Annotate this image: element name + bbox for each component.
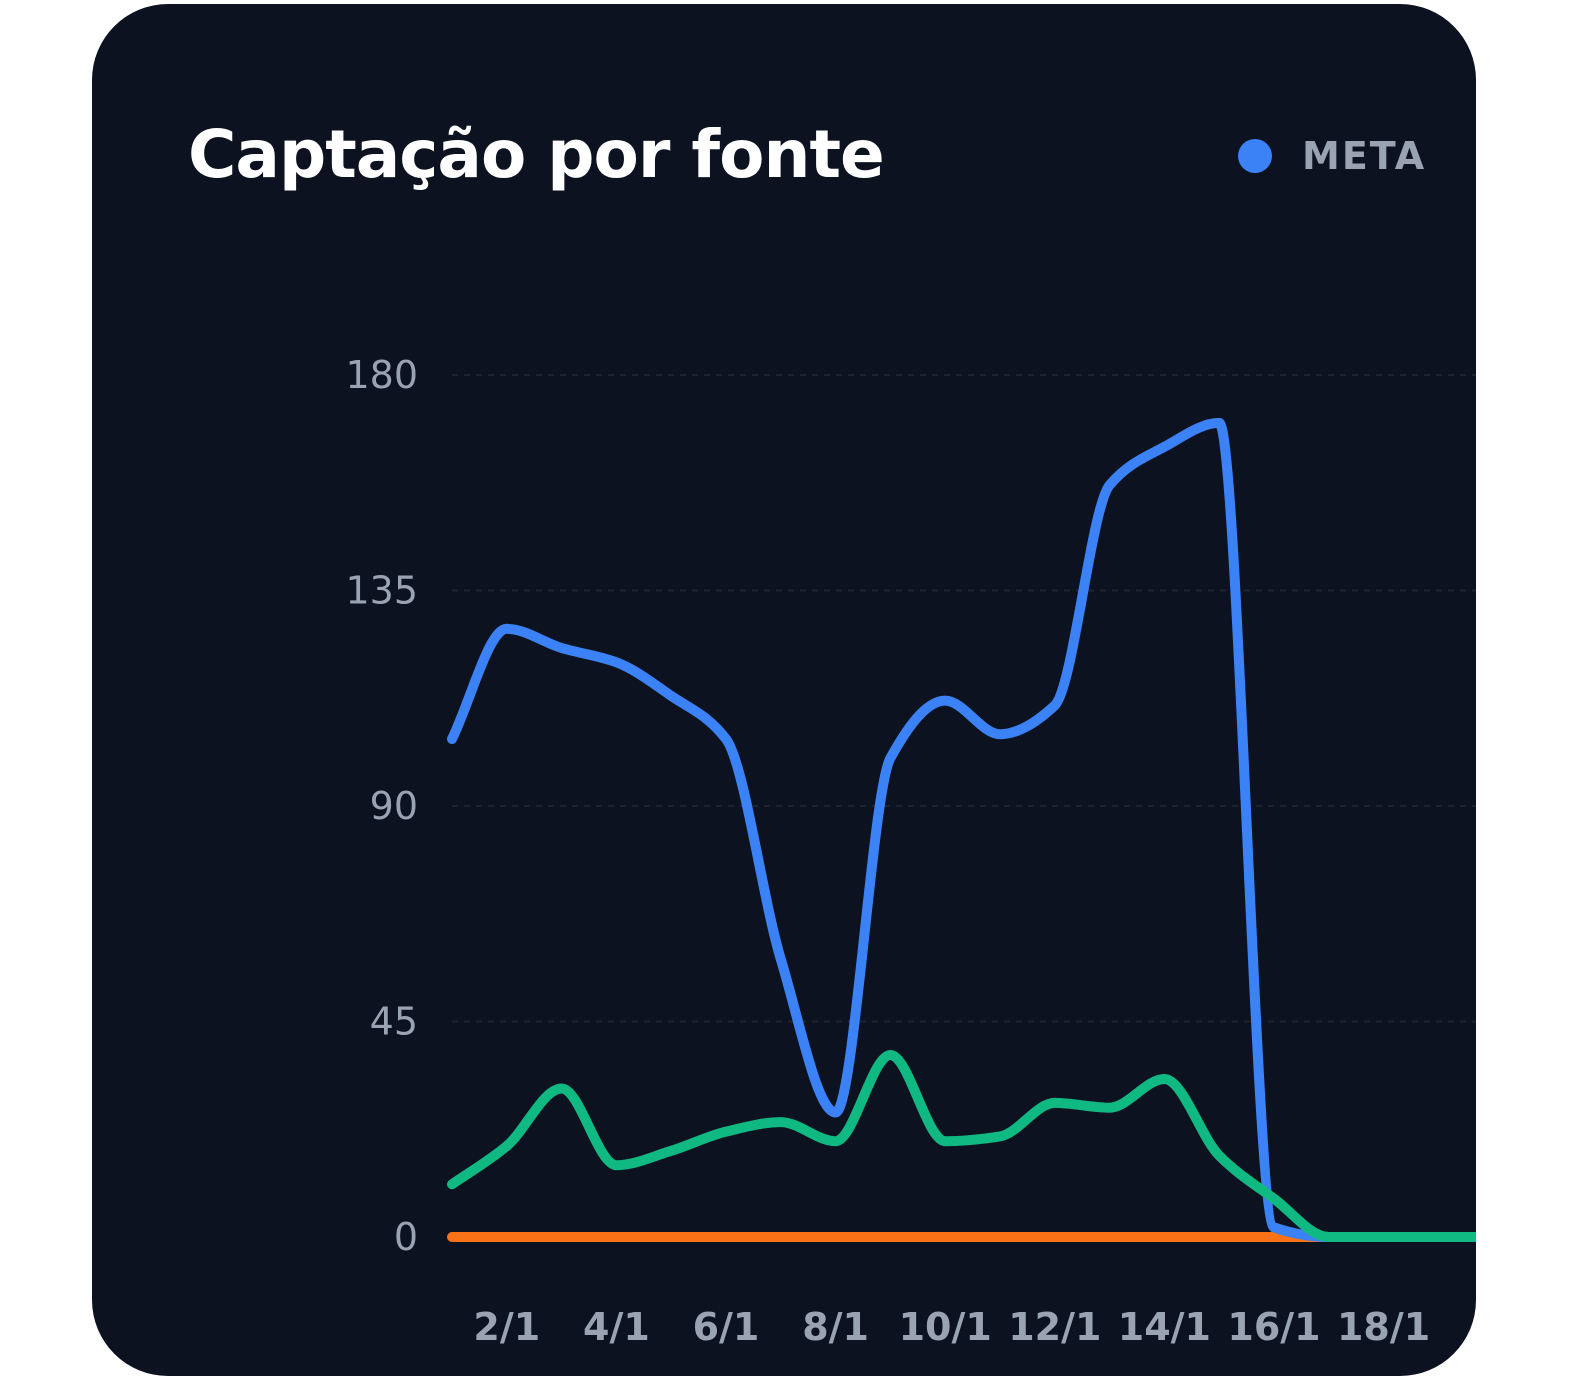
chart-card: Captação por fonte META 0 45 90 135 180 2/1 4… <box>92 4 1476 1376</box>
chart-title: Captação por fonte <box>188 116 885 193</box>
x-tick-label: 4/1 <box>583 1305 650 1349</box>
x-tick-label: 14/1 <box>1118 1305 1211 1349</box>
legend-dot-icon <box>1238 139 1272 173</box>
x-tick-label: 16/1 <box>1227 1305 1320 1349</box>
x-tick-label: 18/1 <box>1337 1305 1430 1349</box>
x-tick-label: 6/1 <box>693 1305 760 1349</box>
line-chart: 0 45 90 135 180 2/1 4/1 6/1 8/1 10/1 12/1 14/1 16/1… <box>345 353 1476 1349</box>
x-tick-label: 8/1 <box>802 1305 869 1349</box>
y-tick-label: 180 <box>345 353 418 397</box>
x-tick-label: 2/1 <box>473 1305 540 1349</box>
x-tick-label: 10/1 <box>899 1305 992 1349</box>
y-tick-label: 135 <box>345 569 418 613</box>
series-line-1[interactable] <box>447 417 1476 1243</box>
y-tick-label: 90 <box>370 784 418 828</box>
y-tick-label: 45 <box>370 1000 418 1044</box>
series-line-2[interactable] <box>447 1050 1476 1243</box>
legend[interactable]: META <box>1238 134 1426 178</box>
x-tick-label: 12/1 <box>1008 1305 1101 1349</box>
legend-label-meta: META <box>1302 134 1427 178</box>
y-tick-label: 0 <box>394 1215 418 1259</box>
